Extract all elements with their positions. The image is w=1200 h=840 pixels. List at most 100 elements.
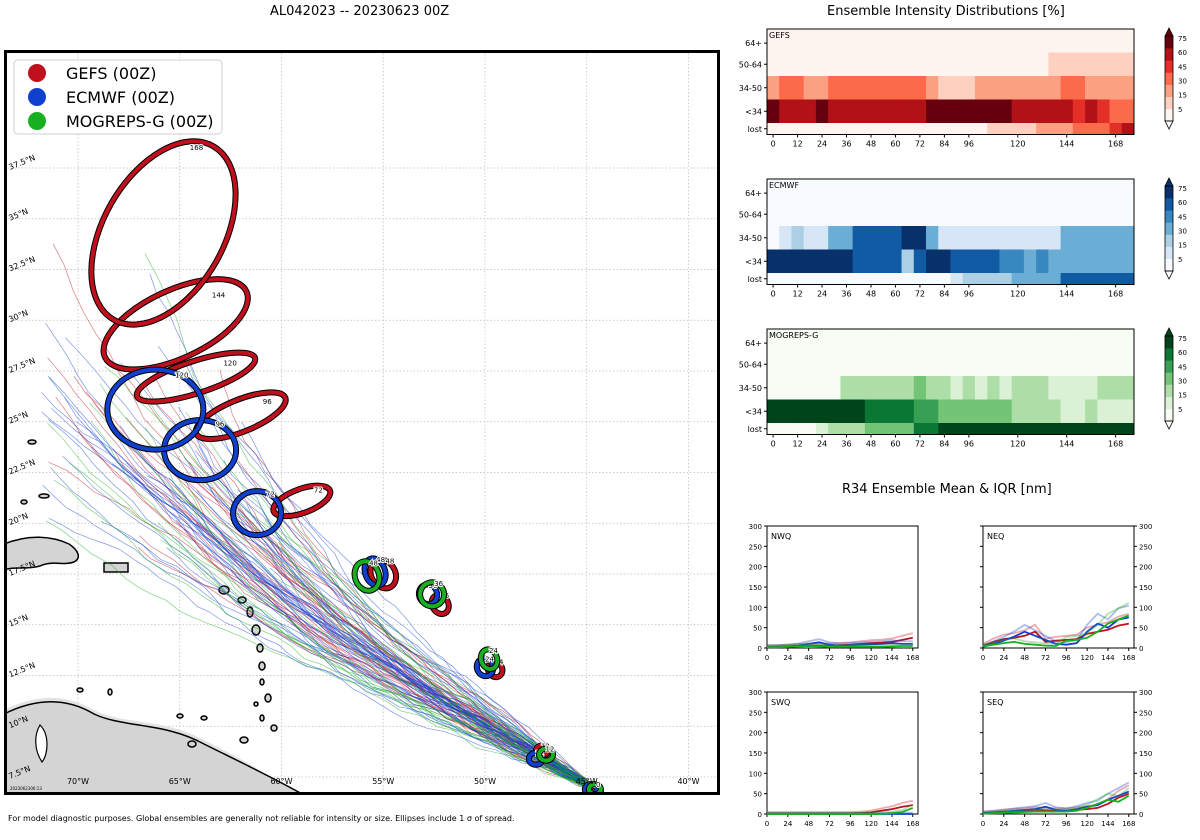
heatmap-cell [852,179,866,203]
heatmap-cell [852,423,866,435]
heatmap-cell [840,52,854,76]
heatmap-cell [852,202,866,226]
land-south-america-coast [4,701,305,795]
heatmap-cell [889,423,902,435]
r34-x-tick-label: 168 [906,820,919,828]
heatmap-cell [864,202,878,226]
heatmap-cell [1011,202,1025,226]
intensity-x-tick-label: 84 [939,290,949,299]
heatmap-cell [803,29,817,53]
heatmap-cell [1072,76,1086,100]
heatmap-cell [1036,352,1049,376]
r34-y-tick-label: 100 [749,604,762,612]
heatmap-cell [1060,202,1074,226]
r34-y-tick-label: 200 [749,730,762,738]
intensity-x-tick-label: 168 [1108,140,1123,149]
heatmap-cell [1121,329,1135,353]
heatmap-cell [962,399,976,423]
heatmap-cell [791,273,805,285]
colorbar-tick-label: 15 [1178,92,1187,100]
heatmap-frame [766,28,1135,135]
heatmap-cell [864,76,878,100]
heatmap-cell [1121,376,1135,400]
intensity-row-label: 34-50 [739,384,762,393]
r34-y-tick-label: 300 [1139,523,1152,531]
r34-y-tick-label: 200 [1139,730,1152,738]
heatmap-cell [1060,29,1074,53]
heatmap-cell [1011,399,1025,423]
intensity-x-tick-label: 96 [964,140,974,149]
heatmap-cell [1060,352,1074,376]
heatmap-cell [1036,29,1049,53]
r34-y-tick-label: 250 [749,709,762,717]
heatmap-cell [828,423,841,435]
heatmap-cell [767,423,780,435]
r34-series-mean [767,645,913,649]
heatmap-cell [1023,423,1037,435]
heatmap-cell [926,273,939,285]
heatmap-cell [1097,202,1110,226]
r34-series-upper [982,781,1130,813]
heatmap-cell [1097,329,1110,353]
heatmap-cell [938,376,951,400]
heatmap-cell [1085,329,1098,353]
colorbar-frame [1164,335,1174,422]
heatmap-cell [767,226,780,250]
colorbar-segment [1165,234,1173,248]
heatmap-cell [950,52,964,76]
heatmap-cell [987,423,1000,435]
heatmap-cell [950,249,964,273]
heatmap-cell [962,352,976,376]
heatmap-cell [889,352,902,376]
intensity-panel-name: ECMWF [769,181,799,190]
heatmap-cell [987,52,1000,76]
r34-y-tick-label: 50 [1139,625,1148,633]
ensemble-tracks [41,243,596,790]
heatmap-cell [864,179,878,203]
heatmap-cell [803,76,817,100]
heatmap-cell [987,273,1000,285]
intensity-row-label: 50-64 [739,210,762,219]
colorbar-segment [1165,372,1173,385]
intensity-x-tick-label: 12 [792,290,802,299]
r34-x-tick-label: 120 [864,820,877,828]
heatmap-cell [1023,249,1037,273]
heatmap-cell [926,29,939,53]
intensity-x-tick-label: 48 [866,290,876,299]
heatmap-cell [1109,376,1123,400]
r34-x-tick-label: 48 [804,820,813,828]
heatmap-cell [1060,179,1074,203]
heatmap-cell [1109,423,1123,435]
heatmap-cell [938,249,951,273]
heatmap-cell [889,249,902,273]
intensity-x-tick-label: 144 [1059,140,1074,149]
ensemble-member-track [147,475,596,790]
ellipse-hour-label: 0 [596,781,600,789]
heatmap-cell [779,226,792,250]
map-legend: GEFS (00Z) ECMWF (00Z) MOGREPS-G (00Z) [13,59,223,135]
r34-y-tick-label: 300 [1139,689,1152,697]
heatmap-cell [1109,76,1123,100]
heatmap-cell [987,399,1000,423]
r34-series-mean [767,807,914,815]
legend-swatch-mogreps [28,112,46,130]
heatmap-cell [877,399,890,423]
heatmap-cell [987,179,1000,203]
heatmap-cell [1085,399,1098,423]
colorbar-tick-label: 5 [1178,406,1182,414]
heatmap-cell [1085,352,1098,376]
colorbar-min-arrow [1164,120,1174,130]
heatmap-cell [938,179,951,203]
intensity-title: Ensemble Intensity Distributions [%] [827,4,1065,19]
heatmap-cell [950,352,964,376]
heatmap-cell [1072,329,1086,353]
spread-ellipse [104,366,207,453]
heatmap-cell [962,423,976,435]
heatmap-cell [1097,423,1110,435]
ensemble-member-track [185,411,596,790]
r34-panel: SWQ 300 250 200 150 100 50 00 24 48 72 96 120 144 168 [749,689,920,828]
heatmap-cell [1036,99,1049,123]
heatmap-frame [766,178,1135,285]
heatmap-cell [779,179,792,203]
spread-ellipse [88,138,239,328]
